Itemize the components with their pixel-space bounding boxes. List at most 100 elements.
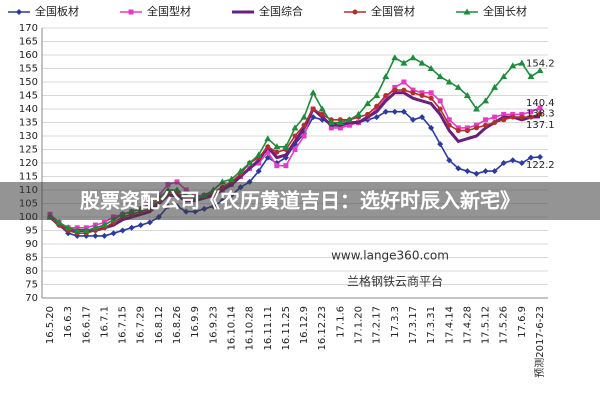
point bbox=[255, 151, 263, 158]
point bbox=[345, 116, 353, 123]
y-tick-label: 145 bbox=[19, 91, 38, 102]
point bbox=[519, 114, 525, 120]
point bbox=[292, 147, 298, 152]
x-tick-label: 16.8.12 bbox=[154, 306, 165, 344]
point bbox=[537, 154, 543, 161]
point bbox=[464, 128, 470, 134]
y-tick-label: 85 bbox=[25, 253, 38, 264]
point bbox=[128, 224, 135, 231]
y-tick-label: 120 bbox=[19, 158, 38, 169]
point bbox=[55, 218, 63, 225]
point bbox=[491, 83, 499, 90]
x-tick-label: 16.8.26 bbox=[172, 306, 183, 344]
x-tick-label: 16.5.20 bbox=[45, 306, 56, 344]
y-tick-label: 95 bbox=[25, 226, 38, 237]
point bbox=[319, 111, 325, 117]
value-label: 137.1 bbox=[526, 120, 555, 131]
point bbox=[374, 103, 380, 109]
point bbox=[463, 92, 471, 98]
point bbox=[473, 125, 479, 131]
point bbox=[437, 106, 443, 112]
point bbox=[300, 113, 308, 120]
value-label: 138.3 bbox=[526, 109, 555, 120]
point bbox=[92, 232, 99, 239]
value-label: 122.2 bbox=[526, 160, 555, 171]
y-tick-label: 140 bbox=[19, 104, 38, 115]
point bbox=[309, 89, 317, 96]
y-tick-label: 80 bbox=[25, 266, 38, 277]
y-tick-label: 170 bbox=[19, 23, 38, 34]
point bbox=[537, 105, 543, 111]
point bbox=[463, 8, 471, 15]
point bbox=[382, 108, 389, 115]
y-tick-label: 125 bbox=[19, 145, 38, 156]
legend-label: 全国板材 bbox=[35, 4, 79, 18]
point bbox=[400, 59, 408, 66]
point bbox=[401, 79, 407, 85]
banner: 股票资配公司《农历黄道吉日：选好时辰入新宅》 bbox=[80, 189, 520, 213]
y-tick-label: 165 bbox=[19, 37, 38, 48]
point bbox=[518, 160, 525, 166]
point bbox=[82, 227, 90, 233]
point bbox=[410, 87, 416, 93]
point bbox=[482, 97, 490, 104]
x-tick-label: 16.7.1 bbox=[99, 306, 110, 338]
point bbox=[101, 232, 108, 239]
y-tick-label: 150 bbox=[19, 77, 38, 88]
point bbox=[491, 168, 498, 175]
x-tick-label: 17.3.31 bbox=[426, 306, 437, 344]
y-tick-label: 135 bbox=[19, 118, 38, 129]
point bbox=[264, 154, 271, 161]
point bbox=[536, 67, 544, 74]
x-tick-label: 16.11.11 bbox=[263, 306, 274, 351]
point bbox=[265, 144, 271, 150]
y-tick-label: 160 bbox=[19, 50, 38, 61]
point bbox=[119, 227, 126, 234]
x-tick-label: 预测2017-6-23 bbox=[533, 306, 546, 378]
point bbox=[445, 78, 453, 85]
point bbox=[64, 224, 72, 231]
point bbox=[454, 83, 462, 90]
point bbox=[310, 106, 316, 112]
point bbox=[501, 111, 507, 117]
point bbox=[410, 90, 416, 96]
point bbox=[256, 160, 262, 166]
point bbox=[391, 108, 398, 115]
point bbox=[346, 122, 352, 128]
point bbox=[327, 119, 335, 125]
point bbox=[528, 114, 534, 120]
point bbox=[328, 125, 334, 131]
point bbox=[428, 124, 435, 131]
point bbox=[436, 73, 444, 80]
point bbox=[427, 65, 435, 71]
watermark: 兰格钢铁云商平台 bbox=[347, 274, 443, 289]
point bbox=[227, 175, 235, 182]
point bbox=[528, 109, 534, 115]
point bbox=[282, 143, 290, 150]
point bbox=[428, 90, 434, 96]
point bbox=[419, 90, 425, 96]
y-tick-label: 75 bbox=[25, 280, 38, 291]
x-tick-label: 17.2.17 bbox=[372, 306, 383, 344]
value-label: 140.4 bbox=[526, 98, 555, 109]
point bbox=[418, 59, 426, 66]
x-tick-label: 17.4.28 bbox=[462, 306, 473, 344]
point bbox=[492, 114, 498, 120]
point bbox=[509, 62, 517, 69]
point bbox=[91, 224, 99, 231]
legend-label: 全国管材 bbox=[371, 4, 415, 18]
x-tick-label: 16.10.28 bbox=[245, 306, 256, 351]
point bbox=[510, 114, 516, 120]
point bbox=[446, 122, 452, 128]
point bbox=[492, 120, 498, 125]
point bbox=[419, 114, 426, 121]
point bbox=[419, 93, 425, 98]
x-tick-label: 17.3.17 bbox=[408, 306, 419, 344]
point bbox=[110, 230, 117, 237]
y-tick-label: 115 bbox=[19, 172, 38, 183]
point bbox=[16, 9, 22, 15]
point bbox=[391, 54, 399, 61]
point bbox=[437, 98, 443, 104]
legend-label: 全国长材 bbox=[483, 4, 527, 18]
